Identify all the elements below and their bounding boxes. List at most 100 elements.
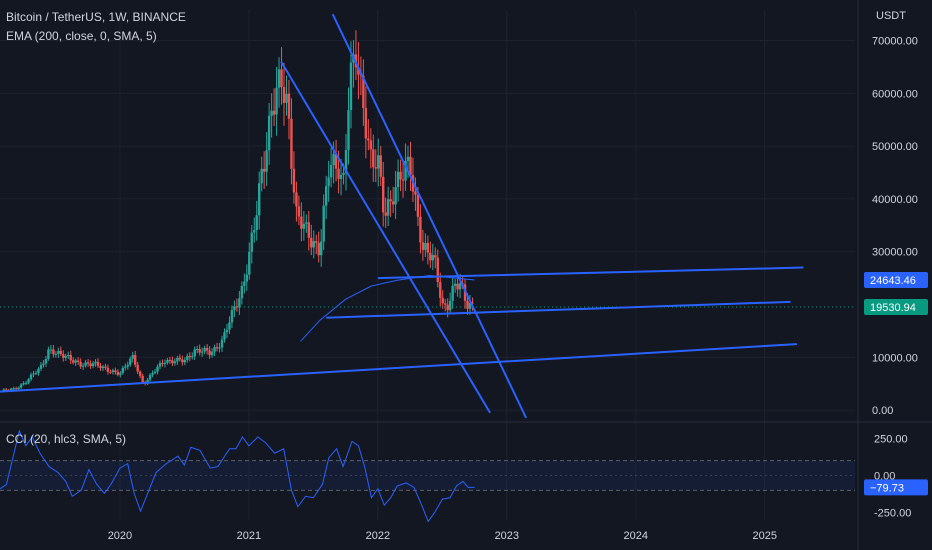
candle-body bbox=[99, 365, 102, 369]
candle-body bbox=[382, 176, 385, 213]
candle-body bbox=[253, 229, 256, 233]
candle-body bbox=[458, 283, 462, 290]
y-tick-label: 10000.00 bbox=[872, 352, 918, 364]
candle-body bbox=[10, 388, 13, 391]
trendlines[interactable] bbox=[0, 13, 804, 419]
candle-body bbox=[208, 350, 211, 356]
y-tick-label: 30000.00 bbox=[872, 247, 918, 259]
cci-legend[interactable]: CCI (20, hlc3, SMA, 5) bbox=[6, 432, 126, 446]
candle-body bbox=[76, 360, 80, 362]
last-price-badge-bg bbox=[864, 298, 928, 315]
candle-body bbox=[277, 69, 281, 88]
candle-body bbox=[300, 216, 303, 229]
last-price-badge: 19530.94 bbox=[870, 302, 916, 314]
candle-body bbox=[19, 384, 23, 388]
candle-body bbox=[409, 156, 412, 176]
candle-body bbox=[453, 283, 457, 286]
candle-body bbox=[265, 150, 268, 172]
candle-body bbox=[86, 362, 90, 364]
trendline-3 bbox=[377, 266, 804, 280]
candle-body bbox=[391, 201, 395, 205]
symbol-legend[interactable]: Bitcoin / TetherUS, 1W, BINANCE bbox=[6, 10, 186, 24]
candle-body bbox=[218, 347, 221, 349]
candle-body bbox=[37, 368, 40, 373]
candle-body bbox=[448, 300, 452, 311]
candle-body bbox=[372, 149, 375, 168]
x-tick-label: 2020 bbox=[108, 530, 132, 542]
candle-body bbox=[14, 388, 18, 390]
candle-body bbox=[317, 242, 320, 256]
candle-body bbox=[34, 372, 38, 374]
cci-value-badge: −79.73 bbox=[870, 482, 904, 494]
candle-body bbox=[101, 366, 105, 369]
candle-body bbox=[138, 371, 142, 376]
candle-body bbox=[419, 216, 422, 243]
ema-label: EMA (200, close, 0, SMA, 5) bbox=[6, 29, 157, 43]
candle-body bbox=[312, 241, 315, 248]
candle-body bbox=[344, 150, 348, 173]
candle-body bbox=[347, 110, 350, 151]
cci-series-line bbox=[0, 429, 475, 523]
candle-body bbox=[193, 349, 196, 357]
candle-body bbox=[141, 375, 144, 383]
x-tick-label: 2021 bbox=[237, 530, 261, 542]
trendline-4 bbox=[326, 300, 791, 319]
candle-body bbox=[2, 389, 5, 392]
candle-body bbox=[52, 349, 55, 355]
candle-body bbox=[384, 212, 387, 216]
candle-body bbox=[39, 364, 43, 369]
candle-body bbox=[228, 322, 231, 330]
candle-body bbox=[406, 156, 410, 161]
candle-body bbox=[119, 372, 122, 375]
candle-body bbox=[280, 69, 283, 88]
candle-body bbox=[22, 383, 25, 385]
candle-body bbox=[173, 361, 177, 364]
candle-body bbox=[238, 298, 241, 308]
ema-line bbox=[300, 274, 475, 342]
candle-body bbox=[362, 75, 365, 109]
candle-body bbox=[322, 205, 325, 242]
candle-body bbox=[129, 358, 132, 365]
cci-line bbox=[0, 429, 475, 523]
candle-body bbox=[434, 255, 437, 258]
candle-body bbox=[466, 300, 469, 309]
candle-body bbox=[178, 357, 182, 360]
candle-body bbox=[401, 179, 405, 181]
candle-body bbox=[379, 155, 382, 177]
candle-body bbox=[223, 332, 226, 340]
x-tick-label: 2024 bbox=[624, 530, 648, 542]
candle-body bbox=[146, 379, 149, 384]
cci-tick-label: 250.00 bbox=[874, 433, 908, 445]
ema-legend[interactable]: EMA (200, close, 0, SMA, 5) bbox=[6, 29, 157, 43]
y-tick-label: 70000.00 bbox=[872, 36, 918, 48]
ema-200-line bbox=[300, 274, 475, 342]
candle-body bbox=[49, 349, 53, 351]
candle-body bbox=[134, 355, 137, 365]
candle-body bbox=[310, 237, 313, 248]
candle-body bbox=[290, 118, 293, 169]
candle-body bbox=[32, 373, 35, 375]
candle-body bbox=[213, 347, 216, 352]
candle-body bbox=[377, 155, 380, 169]
candle-body bbox=[79, 361, 82, 367]
candle-body bbox=[399, 171, 402, 180]
candle-body bbox=[84, 362, 87, 366]
candle-body bbox=[151, 373, 154, 375]
candle-body bbox=[89, 363, 92, 366]
candle-body bbox=[124, 366, 127, 368]
ema-price-badge: 24643.46 bbox=[870, 275, 916, 287]
candle-body bbox=[126, 364, 129, 367]
candle-body bbox=[421, 242, 425, 250]
candle-body bbox=[109, 371, 112, 373]
candle-body bbox=[158, 363, 162, 367]
candle-body bbox=[367, 138, 370, 141]
candle-body bbox=[329, 165, 333, 178]
candle-body bbox=[389, 199, 392, 202]
y-tick-label: 40000.00 bbox=[872, 194, 918, 206]
candle-body bbox=[47, 349, 50, 359]
candle-body bbox=[444, 303, 447, 305]
candle-body bbox=[369, 140, 373, 150]
cci-band bbox=[0, 460, 855, 491]
